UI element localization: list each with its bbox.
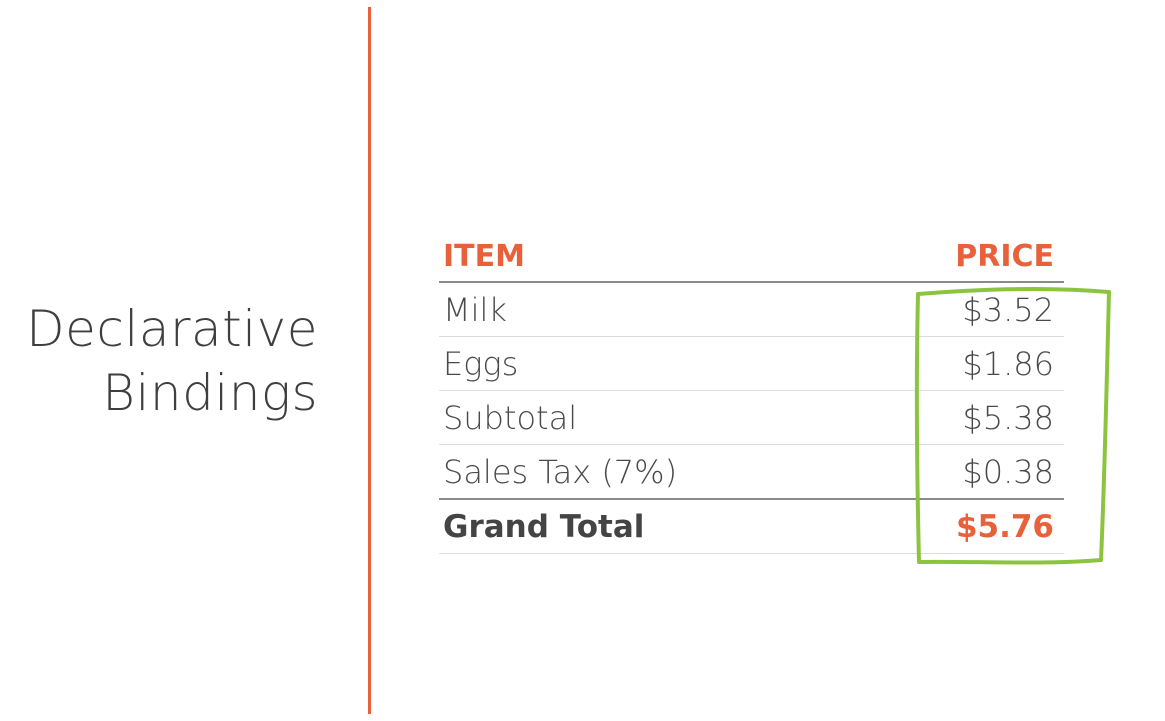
price-cell: $0.38 (868, 444, 1064, 500)
price-cell: $3.52 (868, 282, 1064, 337)
table-row: Milk $3.52 (439, 282, 1064, 337)
item-cell: Subtotal (439, 390, 869, 445)
slide-title-line-2: Bindings (102, 364, 318, 422)
column-header-price: PRICE (868, 232, 1064, 283)
table-row: Eggs $1.86 (439, 336, 1064, 391)
slide-title: Declarative Bindings (0, 297, 318, 425)
table-row: Subtotal $5.38 (439, 390, 1064, 445)
grand-total-price: $5.76 (868, 499, 1064, 554)
grand-total-label: Grand Total (439, 499, 869, 554)
price-cell: $1.86 (868, 336, 1064, 391)
price-table: ITEM PRICE Milk $3.52 Eggs $1.86 Subtota… (439, 232, 1064, 554)
column-header-item: ITEM (439, 232, 869, 283)
price-cell: $5.38 (868, 390, 1064, 445)
vertical-divider (368, 7, 371, 714)
grand-total-row: Grand Total $5.76 (439, 499, 1064, 554)
item-cell: Sales Tax (7%) (439, 444, 869, 500)
table-header-row: ITEM PRICE (439, 232, 1064, 283)
slide-title-line-1: Declarative (26, 300, 318, 358)
item-cell: Eggs (439, 336, 869, 391)
item-cell: Milk (439, 282, 869, 337)
table-row: Sales Tax (7%) $0.38 (439, 444, 1064, 500)
